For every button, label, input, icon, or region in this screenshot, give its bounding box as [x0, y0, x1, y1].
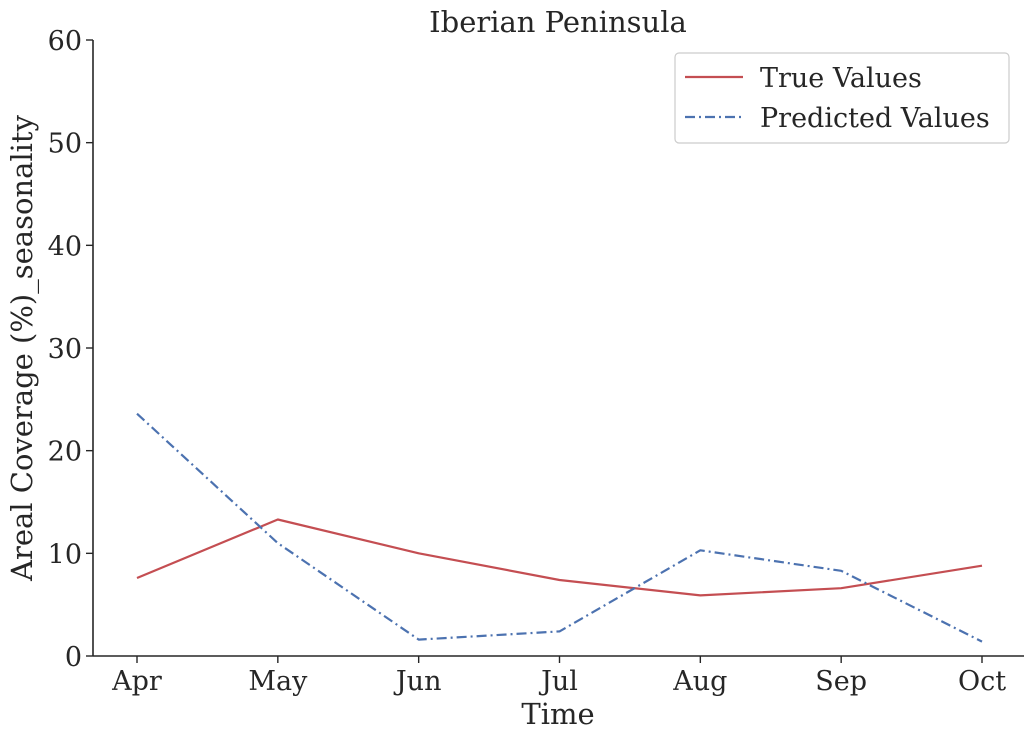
x-axis-label: Time — [521, 697, 594, 731]
x-tick-label: Apr — [111, 666, 162, 697]
chart-title: Iberian Peninsula — [429, 5, 687, 39]
y-tick-label: 30 — [48, 334, 82, 365]
x-tick-label: Aug — [672, 666, 727, 697]
y-tick-label: 10 — [48, 539, 82, 570]
x-tick-label: Sep — [815, 666, 867, 697]
y-ticks: 0 10 20 30 40 50 60 — [48, 26, 93, 673]
series-layer — [136, 412, 983, 643]
x-tick-label: May — [248, 666, 308, 697]
legend-label: Predicted Values — [760, 103, 990, 134]
y-tick-label: 60 — [48, 26, 82, 57]
x-tick-label: Jun — [393, 666, 442, 697]
legend-box — [674, 52, 1010, 144]
series-line-true-values — [136, 518, 983, 597]
x-tick-label: Jul — [538, 666, 578, 697]
x-ticks: Apr May Jun Jul Aug Sep Oct — [111, 656, 1006, 697]
legend: True Values Predicted Values — [674, 52, 1010, 144]
y-tick-label: 50 — [48, 129, 82, 160]
y-tick-label: 20 — [48, 437, 82, 468]
y-tick-label: 0 — [65, 642, 82, 673]
y-tick-label: 40 — [48, 231, 82, 262]
legend-label: True Values — [760, 63, 922, 94]
series-line-predicted-values — [136, 412, 983, 643]
x-tick-label: Oct — [958, 666, 1006, 697]
y-axis-label: Areal Coverage (%)_seasonality — [5, 114, 40, 582]
